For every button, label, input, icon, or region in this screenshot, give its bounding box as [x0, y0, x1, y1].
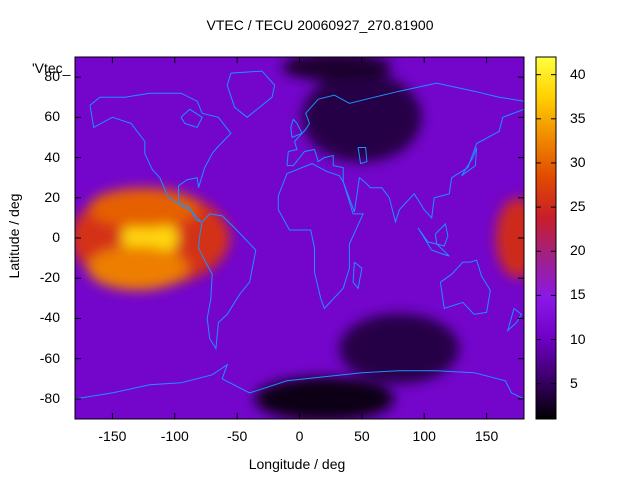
- x-tick-label: 100: [412, 428, 436, 444]
- y-tick-label: 40: [44, 148, 60, 165]
- coastline-borneo: [434, 222, 449, 247]
- colorbar-tick-label: 35: [570, 109, 586, 126]
- x-tick-label: -100: [160, 428, 189, 444]
- colorbar-tick-label: 10: [570, 330, 586, 347]
- colorbar-gradient: [535, 56, 557, 420]
- coastline-north-america: [89, 92, 232, 223]
- colorbar-tick-label: 40: [570, 65, 586, 82]
- chart-title: VTEC / TECU 20060927_270.81900: [206, 17, 434, 33]
- coastline-madagascar: [352, 261, 363, 290]
- coastline-caspian: [357, 147, 368, 165]
- colorbar-tick-label: 15: [570, 286, 586, 303]
- colorbar: [535, 56, 557, 420]
- coastline-antarctica: [75, 363, 524, 400]
- heatmap-area: [75, 57, 524, 419]
- feature-antarctic-minimum: [254, 376, 395, 419]
- x-axis-label: Longitude / deg: [248, 456, 346, 472]
- feature-crest-north: [88, 187, 199, 228]
- y-tick-label: -20: [39, 269, 60, 286]
- y-tick-label: 60: [44, 108, 60, 125]
- coastline-british-isles: [290, 118, 303, 138]
- y-tick-label: -60: [39, 349, 60, 366]
- feature-night-side-minimum-eurasia: [301, 72, 422, 163]
- coastline-new-zealand: [506, 308, 523, 333]
- coastline-hudson-bay: [180, 108, 203, 129]
- x-tick-label: -50: [227, 428, 248, 444]
- y-tick-label: -80: [39, 389, 60, 406]
- y-tick-label: 80: [44, 68, 60, 85]
- x-tick-label: 150: [474, 428, 499, 444]
- heatmap-features: [75, 57, 524, 419]
- plot-frame: [74, 56, 525, 420]
- coastline-indonesia: [417, 227, 450, 257]
- coastline-south-america: [197, 213, 257, 351]
- x-tick-label: -150: [98, 428, 127, 444]
- y-tick-label: 20: [44, 188, 60, 205]
- coastlines: [75, 70, 524, 400]
- coastline-africa: [277, 163, 364, 310]
- coastline-greenland: [226, 70, 276, 118]
- coastline-australia: [439, 259, 491, 315]
- feature-eastern-limb: [495, 198, 524, 278]
- feature-crest-south: [87, 246, 188, 291]
- x-tick-label: 0: [295, 428, 304, 444]
- x-tick-label: 50: [354, 428, 370, 444]
- coastline-japan: [461, 147, 478, 177]
- coastline-eurasia: [286, 82, 524, 224]
- colorbar-tick-label: 5: [570, 374, 578, 391]
- y-tick-label: 0: [52, 229, 60, 245]
- y-tick-label: -40: [39, 309, 60, 326]
- colorbar-tick-label: 20: [570, 242, 586, 259]
- series-label: 'Vtec_: [32, 60, 71, 76]
- colorbar-tick-label: 25: [570, 198, 586, 215]
- feature-arctic-minimum: [281, 57, 392, 82]
- feature-indian-ocean-south-trough: [339, 313, 460, 384]
- colorbar-tick-label: 30: [570, 153, 586, 170]
